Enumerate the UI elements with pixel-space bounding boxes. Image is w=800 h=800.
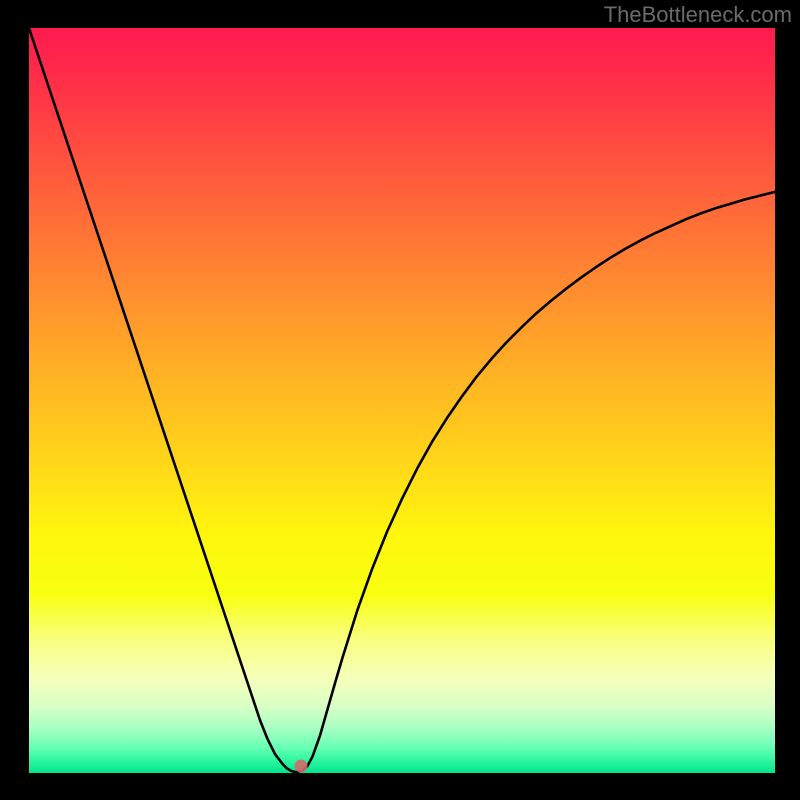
minimum-marker xyxy=(294,760,307,773)
chart-background xyxy=(29,28,775,773)
bottleneck-chart xyxy=(0,0,800,800)
chart-frame: TheBottleneck.com xyxy=(0,0,800,800)
watermark-text: TheBottleneck.com xyxy=(604,2,792,28)
